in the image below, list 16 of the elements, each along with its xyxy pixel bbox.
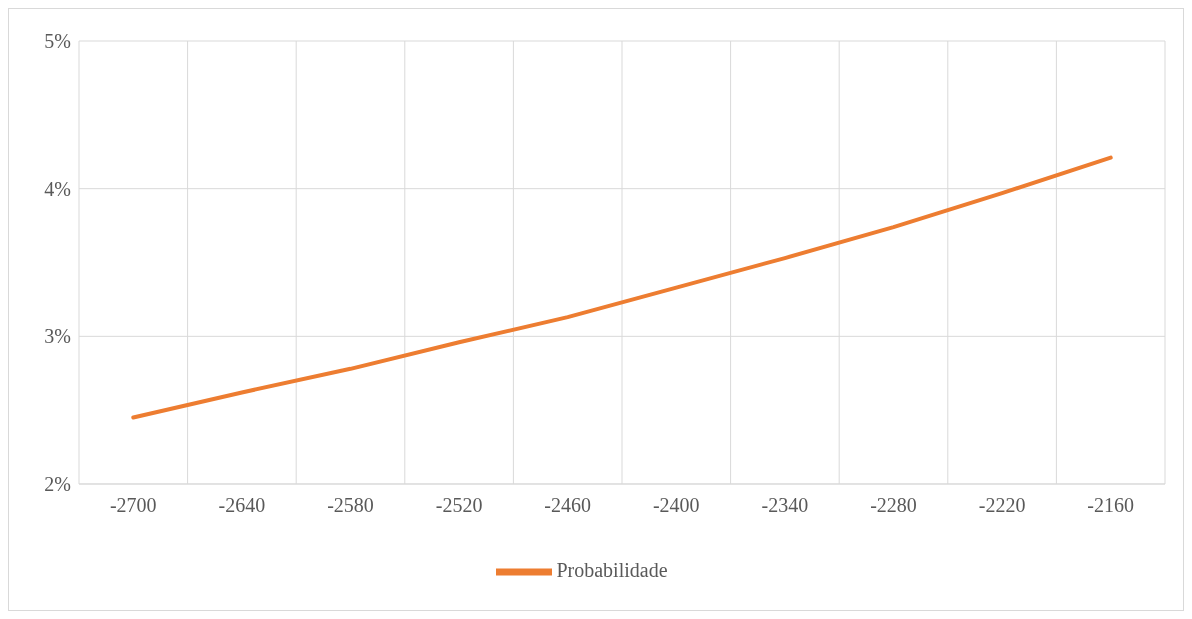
y-tick-label: 4% (44, 177, 71, 200)
x-tick-label: -2580 (327, 494, 374, 517)
line-series (131, 155, 1113, 420)
y-tick-label: 5% (44, 30, 71, 53)
x-tick-label: -2340 (761, 494, 809, 517)
x-tick-label: -2280 (870, 494, 917, 517)
x-tick-label: -2700 (109, 494, 157, 517)
x-tick-label: -2220 (978, 494, 1026, 517)
y-tick-label: 2% (44, 473, 71, 496)
y-tick-label: 3% (44, 325, 71, 348)
x-tick-label: -2520 (435, 494, 483, 517)
x-tick-label: -2400 (652, 494, 700, 517)
x-tick-label: -2460 (544, 494, 592, 517)
x-tick-label: -2640 (218, 494, 266, 517)
x-tick-label: -2160 (1087, 494, 1135, 517)
legend-label: Probabilidade (556, 558, 668, 581)
